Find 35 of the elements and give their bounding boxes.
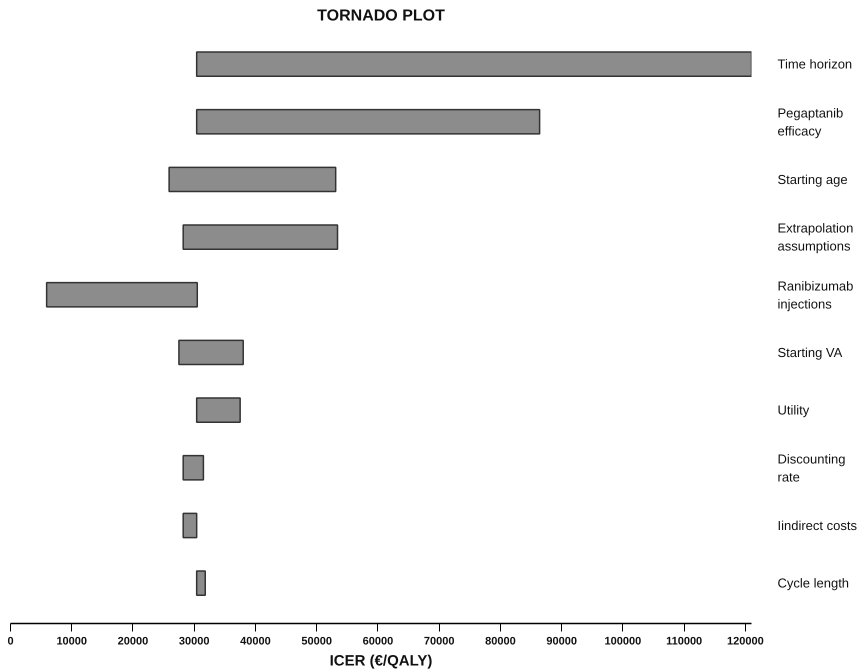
x-tick-label: 10000 — [56, 636, 88, 648]
x-tick-label: 80000 — [485, 636, 516, 648]
y-tick-label: Starting age — [778, 172, 848, 187]
y-tick-label: Starting VA — [778, 344, 843, 360]
y-tick-label: Time horizon — [778, 56, 852, 72]
x-tick-label: 0 — [7, 636, 14, 648]
x-tick-label: 120000 — [727, 636, 764, 648]
x-tick-label: 110000 — [666, 636, 702, 648]
x-tick-label: 70000 — [424, 636, 454, 648]
y-tick-label: Utility — [778, 402, 810, 418]
x-tick-label: 40000 — [240, 636, 271, 648]
bar — [196, 397, 241, 423]
bar — [196, 108, 540, 135]
y-tick-label: Discounting rate — [778, 451, 846, 484]
x-tick-label: 90000 — [546, 636, 577, 648]
bar — [182, 512, 198, 538]
bar — [196, 51, 752, 77]
y-tick-label: Iindirect costs — [778, 518, 858, 533]
y-tick-label: Cycle length — [778, 576, 850, 591]
x-tick-label: 50000 — [301, 636, 332, 648]
y-tick-label: Ranibizumab injections — [778, 278, 854, 312]
x-axis-title: ICER (€/QALY) — [330, 652, 432, 670]
bar — [182, 224, 338, 250]
x-tick-label: 60000 — [362, 636, 394, 648]
y-tick-label: Extrapolation assumptions — [778, 220, 854, 254]
bar — [46, 282, 198, 308]
chart-title: TORNADO PLOT — [317, 8, 446, 24]
bar — [196, 570, 206, 596]
x-tick-label: 20000 — [118, 636, 148, 648]
x-tick-label: 100000 — [604, 636, 642, 648]
bar — [178, 340, 244, 366]
bar — [182, 454, 204, 481]
y-tick-label: Pegaptanib efficacy — [778, 105, 844, 138]
bar — [168, 166, 336, 192]
x-tick-label: 30000 — [178, 636, 210, 648]
